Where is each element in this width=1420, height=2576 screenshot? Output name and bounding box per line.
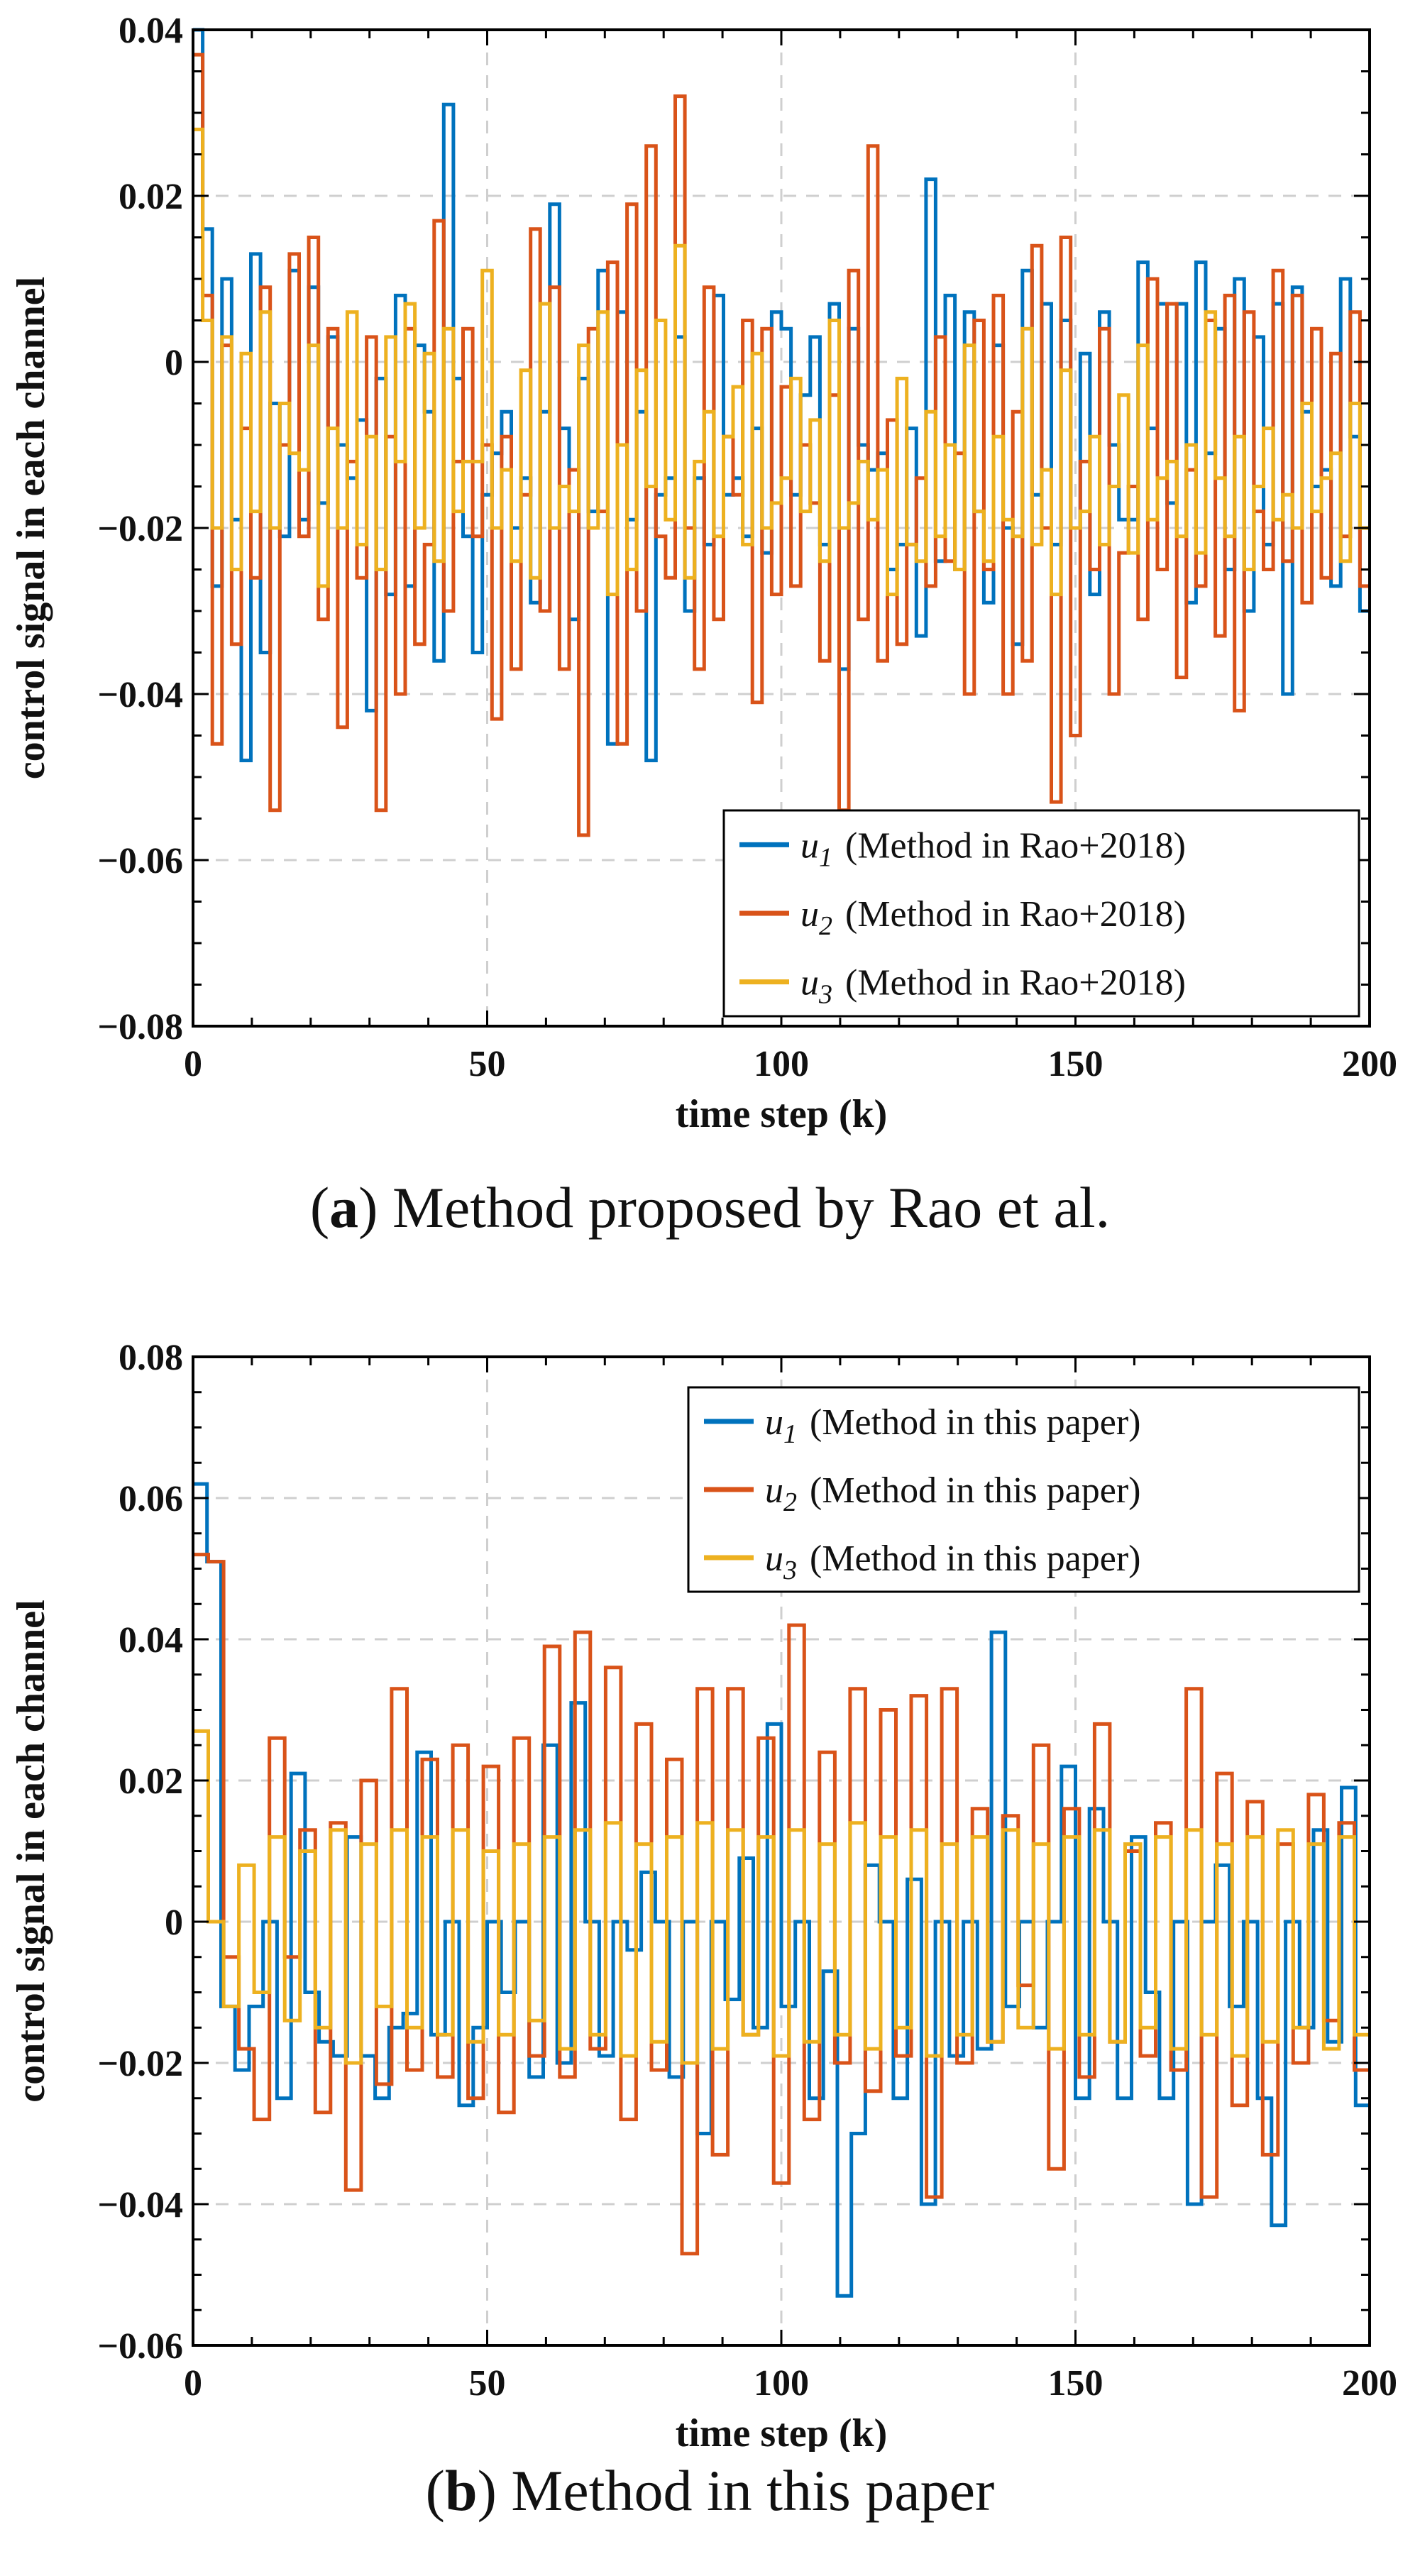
y-axis-label: control signal in each channel: [9, 277, 53, 779]
y-tick-label: 0.08: [119, 1338, 183, 1378]
x-axis-label: time step (k): [676, 1092, 888, 1136]
x-axis-label: time step (k): [676, 2411, 888, 2452]
y-tick-label: 0.02: [119, 177, 183, 217]
x-tick-label: 50: [469, 1044, 506, 1084]
y-tick-label: 0.06: [119, 1479, 183, 1519]
y-tick-label: −0.06: [97, 841, 183, 881]
x-tick-label: 100: [754, 1044, 809, 1084]
y-tick-label: 0.04: [119, 1620, 183, 1661]
y-tick-label: 0: [165, 343, 183, 383]
caption-b-text: Method in this paper: [511, 2458, 995, 2523]
x-tick-label: 200: [1342, 1044, 1397, 1084]
caption-a: (a) Method proposed by Rao et al.: [309, 1175, 1111, 1240]
x-tick-label: 100: [754, 2363, 809, 2404]
x-tick-label: 0: [184, 1044, 202, 1084]
y-tick-label: −0.08: [97, 1007, 183, 1047]
x-tick-label: 150: [1048, 1044, 1103, 1084]
x-tick-label: 50: [469, 2363, 506, 2404]
series-line-u1: [193, 1482, 1370, 2298]
series-line-u3: [193, 1729, 1370, 2065]
y-tick-label: −0.02: [97, 2044, 183, 2084]
legend-label-u1: u1 (Method in this paper): [765, 1402, 1140, 1449]
legend-label-u1: u1 (Method in Rao+2018): [800, 825, 1186, 872]
figure-a: 0 50 100 150 200 −0.08 −0.06 −0.04 −0.02 0 0.02 0.0…: [9, 11, 1397, 1240]
y-tick-label: −0.02: [97, 509, 183, 549]
legend-label-u3: u3 (Method in this paper): [765, 1539, 1140, 1585]
x-tick-label: 0: [184, 2363, 202, 2404]
legend-box: [687, 1386, 1360, 1593]
legend-box: [722, 809, 1360, 1018]
caption-a-text: Method proposed by Rao et al.: [392, 1175, 1111, 1240]
series-line-u3: [193, 127, 1370, 597]
y-tick-label: 0.02: [119, 1761, 183, 1802]
y-tick-label: −0.04: [97, 675, 183, 715]
legend: u1 (Method in Rao+2018) u2 (Method in Rao+2…: [722, 809, 1360, 1018]
series-line-u1: [193, 28, 1370, 763]
legend: u1 (Method in this paper) u2 (Method in thi…: [687, 1386, 1360, 1593]
y-tick-label: 0.04: [119, 11, 183, 51]
legend-label-u2: u2 (Method in Rao+2018): [800, 894, 1186, 941]
caption-b-label: b: [444, 2458, 478, 2523]
legend-label-u2: u2 (Method in this paper): [765, 1470, 1140, 1517]
legend-label-u3: u3 (Method in Rao+2018): [800, 963, 1186, 1010]
figure-b: 0 50 100 150 200 −0.06 −0.04 −0.02 0 0.02 0.04 0.06…: [0, 1288, 1420, 2576]
chart-a: 0 50 100 150 200 −0.08 −0.06 −0.04 −0.02 0 0.02 0.0…: [9, 11, 1397, 1136]
x-tick-label: 200: [1342, 2363, 1397, 2404]
caption-a-label: a: [329, 1175, 359, 1240]
x-tick-label: 150: [1048, 2363, 1103, 2404]
caption-b: (b) Method in this paper: [425, 2458, 995, 2523]
y-tick-label: −0.06: [97, 2326, 183, 2367]
y-axis-label: control signal in each channel: [9, 1600, 53, 2102]
chart-b: 0 50 100 150 200 −0.06 −0.04 −0.02 0 0.02 0.04 0.06…: [9, 1338, 1397, 2452]
y-tick-label: 0: [165, 1903, 183, 1943]
y-tick-label: −0.04: [97, 2185, 183, 2225]
